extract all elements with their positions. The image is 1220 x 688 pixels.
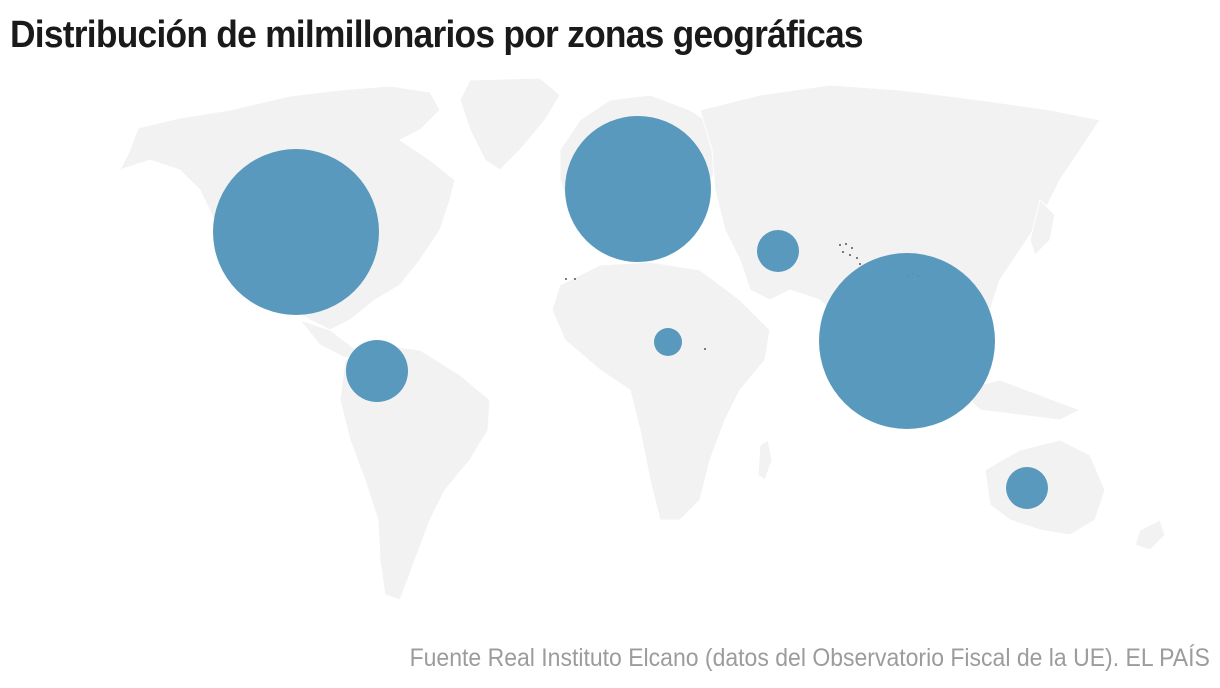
japan-shape bbox=[1029, 199, 1056, 256]
chart-title: Distribución de milmillonarios por zonas… bbox=[10, 14, 864, 56]
bubble-africa[interactable] bbox=[654, 328, 682, 356]
bubble-latin-america[interactable] bbox=[346, 340, 408, 402]
bubble-north-america[interactable] bbox=[213, 149, 379, 315]
bubble-middle-east[interactable] bbox=[757, 230, 799, 272]
madagascar-shape bbox=[757, 439, 773, 481]
bubble-oceania[interactable] bbox=[1006, 467, 1048, 509]
bubble-asia-pacific[interactable] bbox=[819, 253, 995, 429]
sea-islands-shape bbox=[959, 379, 1082, 421]
bubbles bbox=[213, 116, 1048, 509]
source-note: Fuente Real Instituto Elcano (datos del … bbox=[409, 644, 1210, 672]
new-zealand-shape bbox=[1134, 519, 1166, 551]
bubble-europe[interactable] bbox=[565, 116, 711, 262]
greenland-shape bbox=[459, 77, 561, 171]
south-america-shape bbox=[339, 344, 491, 601]
africa-shape bbox=[551, 261, 771, 521]
